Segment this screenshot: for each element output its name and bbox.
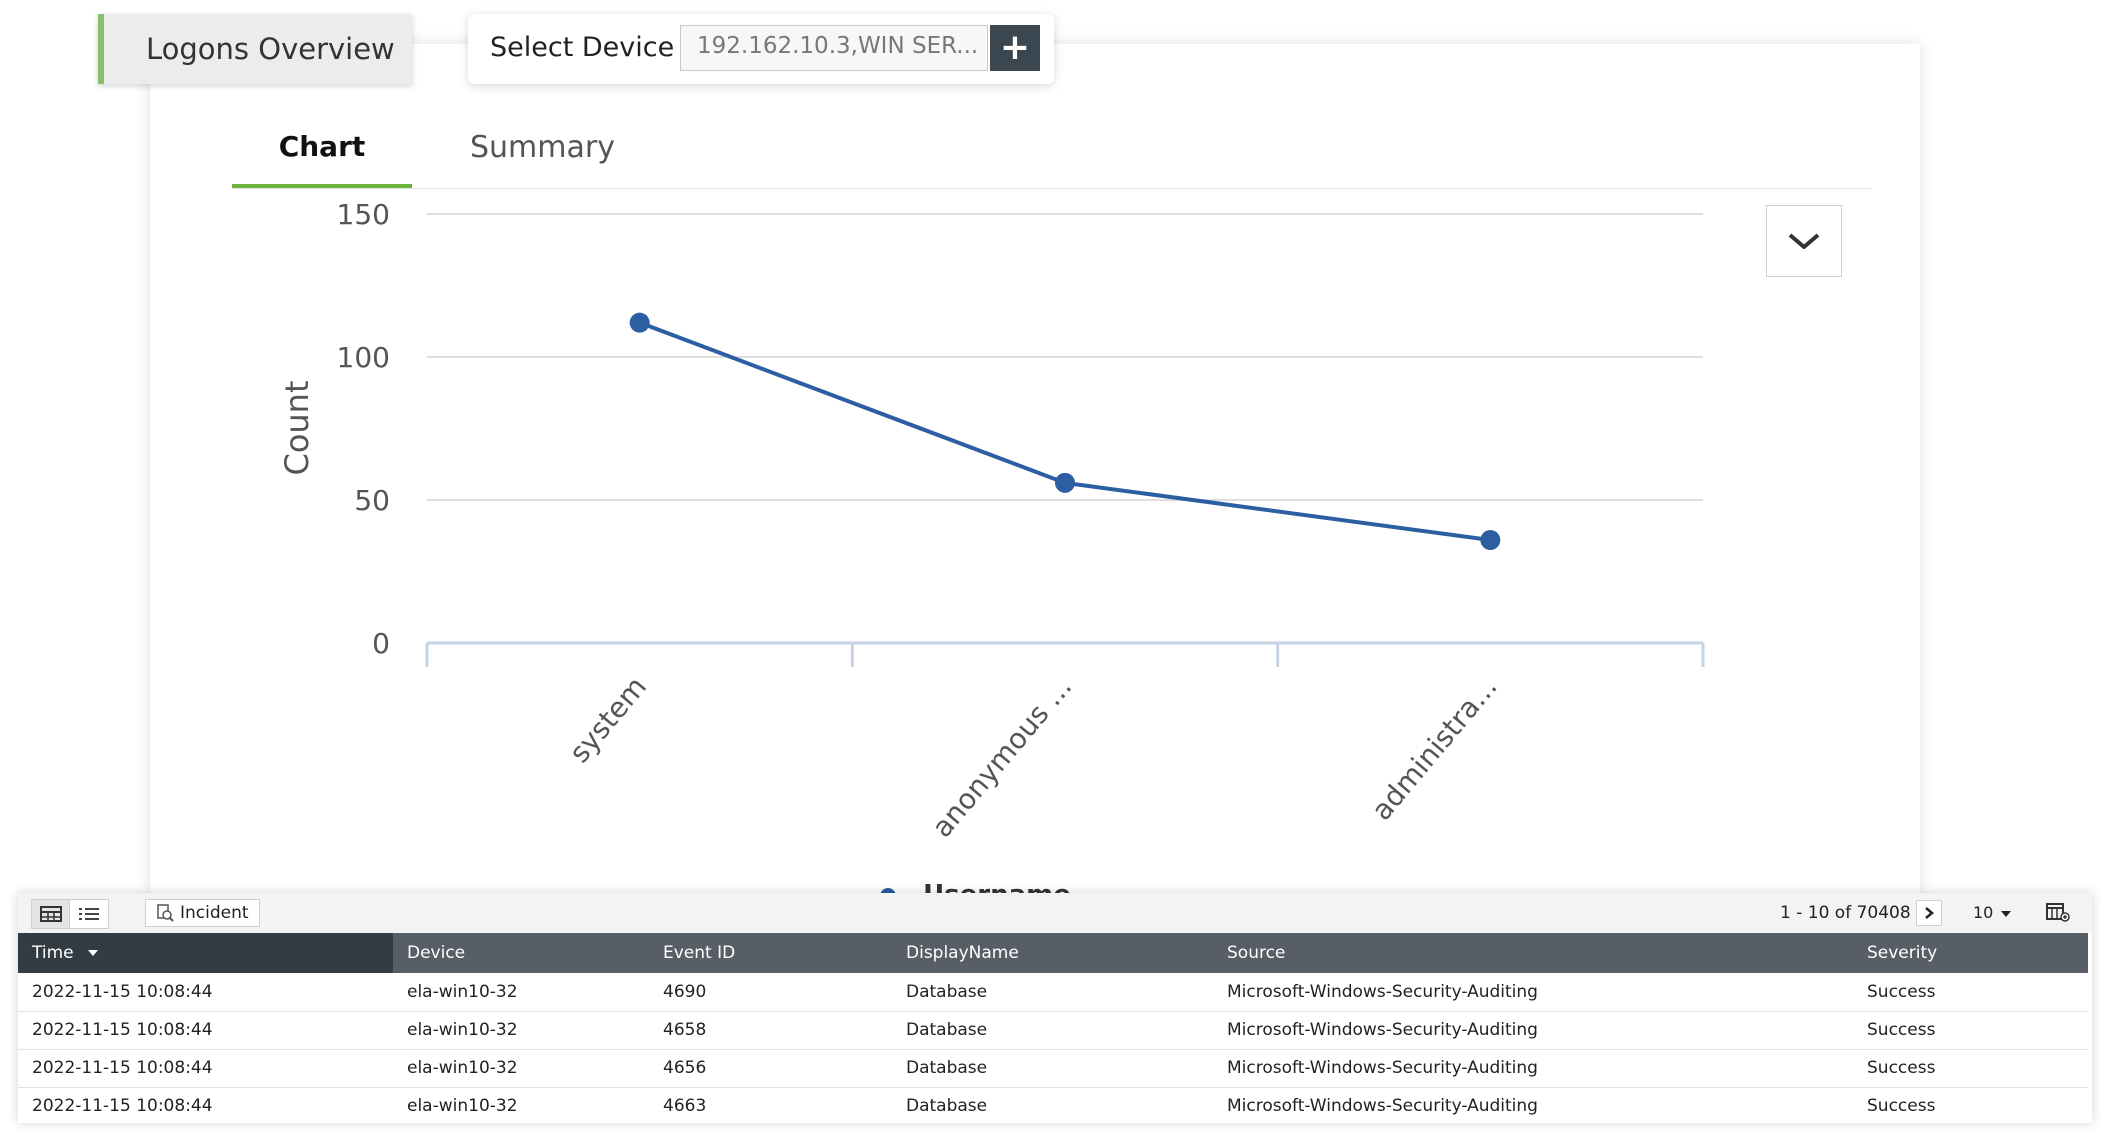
y-tick-label: 50 xyxy=(354,484,390,517)
cell-time: 2022-11-15 10:08:44 xyxy=(18,1087,393,1123)
cell-severity: Success xyxy=(1853,1011,2088,1049)
pagination-info: 1 - 10 of 70408 xyxy=(1780,903,1911,923)
table-toolbar: Incident 1 - 10 of 70408 10 xyxy=(18,893,2092,933)
grid-view-button[interactable] xyxy=(32,900,70,928)
cell-severity: Success xyxy=(1853,973,2088,1011)
list-view-button[interactable] xyxy=(70,900,108,928)
next-page-button[interactable] xyxy=(1916,900,1942,926)
table-header-row: Time Device Event ID DisplayName Source … xyxy=(18,933,2088,973)
table-icon xyxy=(40,906,62,922)
series-line xyxy=(640,323,1491,540)
chevron-right-icon xyxy=(1924,906,1934,920)
view-toggle xyxy=(31,899,109,929)
cell-event-id: 4690 xyxy=(649,973,892,1011)
incident-search-icon xyxy=(156,904,174,922)
cell-device: ela-win10-32 xyxy=(393,973,649,1011)
cell-source: Microsoft-Windows-Security-Auditing xyxy=(1213,973,1853,1011)
chart-legend[interactable]: Username xyxy=(880,878,1071,894)
cell-severity: Success xyxy=(1853,1049,2088,1087)
chart-options-button[interactable] xyxy=(1766,205,1842,277)
page-size-value: 10 xyxy=(1973,903,1993,922)
column-header-severity[interactable]: Severity xyxy=(1853,933,2088,973)
column-header-device[interactable]: Device xyxy=(393,933,649,973)
column-settings-button[interactable] xyxy=(2046,902,2070,926)
incident-button[interactable]: Incident xyxy=(145,899,260,927)
legend-label: Username xyxy=(923,880,1071,894)
cell-source: Microsoft-Windows-Security-Auditing xyxy=(1213,1087,1853,1123)
column-header-label: Time xyxy=(32,943,74,963)
cell-time: 2022-11-15 10:08:44 xyxy=(18,1049,393,1087)
column-header-displayname[interactable]: DisplayName xyxy=(892,933,1213,973)
table-row[interactable]: 2022-11-15 10:08:44 ela-win10-32 4690 Da… xyxy=(18,973,2088,1011)
x-tick-label: system xyxy=(563,670,653,769)
y-tick-label: 0 xyxy=(372,627,390,660)
x-tick-label: anonymous ... xyxy=(925,670,1078,843)
events-table: Time Device Event ID DisplayName Source … xyxy=(18,933,2088,1123)
caret-down-icon xyxy=(2001,910,2011,918)
column-settings-icon xyxy=(2046,902,2070,922)
events-table-panel: Incident 1 - 10 of 70408 10 xyxy=(18,893,2092,1123)
column-header-event-id[interactable]: Event ID xyxy=(649,933,892,973)
table-row[interactable]: 2022-11-15 10:08:44 ela-win10-32 4656 Da… xyxy=(18,1049,2088,1087)
list-icon xyxy=(78,906,100,922)
cell-displayname: Database xyxy=(892,1049,1213,1087)
y-axis-label: Count xyxy=(278,380,316,475)
cell-source: Microsoft-Windows-Security-Auditing xyxy=(1213,1011,1853,1049)
cell-displayname: Database xyxy=(892,973,1213,1011)
column-header-time[interactable]: Time xyxy=(18,933,393,973)
chevron-down-icon xyxy=(1787,231,1821,251)
cell-severity: Success xyxy=(1853,1087,2088,1123)
cell-displayname: Database xyxy=(892,1011,1213,1049)
column-header-source[interactable]: Source xyxy=(1213,933,1853,973)
incident-label: Incident xyxy=(180,903,249,923)
cell-displayname: Database xyxy=(892,1087,1213,1123)
cell-source: Microsoft-Windows-Security-Auditing xyxy=(1213,1049,1853,1087)
page-size-select[interactable]: 10 xyxy=(1973,903,2011,922)
cell-event-id: 4656 xyxy=(649,1049,892,1087)
data-point xyxy=(1055,473,1075,493)
cell-event-id: 4663 xyxy=(649,1087,892,1123)
table-row[interactable]: 2022-11-15 10:08:44 ela-win10-32 4658 Da… xyxy=(18,1011,2088,1049)
cell-event-id: 4658 xyxy=(649,1011,892,1049)
sort-desc-icon xyxy=(88,950,98,956)
cell-device: ela-win10-32 xyxy=(393,1049,649,1087)
y-tick-label: 100 xyxy=(337,341,390,374)
cell-device: ela-win10-32 xyxy=(393,1011,649,1049)
x-tick-label: administra... xyxy=(1365,670,1504,826)
cell-device: ela-win10-32 xyxy=(393,1087,649,1123)
data-point xyxy=(630,313,650,333)
y-tick-label: 150 xyxy=(337,198,390,231)
table-row[interactable]: 2022-11-15 10:08:44 ela-win10-32 4663 Da… xyxy=(18,1087,2088,1123)
cell-time: 2022-11-15 10:08:44 xyxy=(18,1011,393,1049)
cell-time: 2022-11-15 10:08:44 xyxy=(18,973,393,1011)
logons-line-chart: 0 50 100 150 system anonymous ... administra..… xyxy=(0,0,2108,880)
data-point xyxy=(1480,530,1500,550)
